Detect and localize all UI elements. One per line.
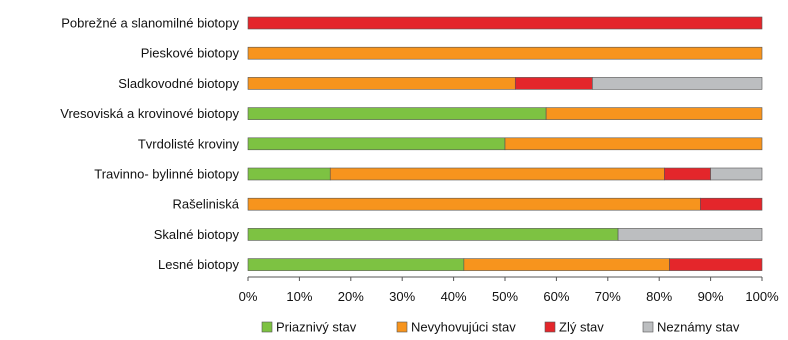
x-tick-label: 30% [389,289,415,304]
category-label: Sladkovodné biotopy [118,76,239,91]
bar-segment [329,167,665,181]
bar-segment [247,107,547,120]
x-tick-label: 80% [646,289,672,304]
legend-label: Nevyhovujúci stav [411,320,516,335]
legend: Priaznivý stav Nevyhovujúci stav Zlý stav N… [261,320,740,335]
bar-segment [504,137,763,151]
x-tick-label: 40% [441,289,467,304]
x-tick-label: 0% [239,289,258,304]
x-axis-ticks: 0% 10% 20% 30% 40% 50% 60% 70% 80% 90% 100% [239,277,779,304]
bar-segment [669,258,763,271]
bar-segment [247,258,465,271]
bar-segment [592,77,763,90]
category-label: Vresoviská a krovinové biotopy [60,106,239,121]
category-label: Lesné biotopy [158,257,239,272]
bar-segment [247,46,763,60]
bar-segment [710,167,763,181]
x-tick-label: 100% [745,289,779,304]
category-label: Rašeliniská [173,197,240,212]
bar-segment [247,228,619,241]
x-tick-label: 90% [698,289,724,304]
x-tick-label: 60% [543,289,569,304]
bar-segment [463,258,670,271]
x-tick-label: 20% [338,289,364,304]
x-tick-label: 70% [595,289,621,304]
bars-layer [247,16,763,271]
legend-label: Priaznivý stav [276,320,357,335]
category-label: Pieskové biotopy [141,46,240,61]
bar-segment [247,167,331,181]
category-label: Pobrežné a slanomilné biotopy [61,16,239,31]
legend-label: Neznámy stav [657,320,740,335]
bar-segment [545,107,763,120]
bar-segment [514,77,593,90]
bar-segment [247,137,506,151]
category-label: Skalné biotopy [154,227,240,242]
bar-segment [247,77,516,90]
legend-swatch [544,321,556,333]
legend-swatch [396,321,408,333]
bar-segment [247,197,701,211]
bar-segment [700,197,763,211]
legend-swatch [642,321,654,333]
category-label: Travinno- bylinné biotopy [94,167,239,182]
x-tick-label: 10% [286,289,312,304]
bar-segment [617,228,763,241]
category-label: Tvrdolisté kroviny [138,136,240,151]
legend-label: Zlý stav [559,320,604,335]
x-tick-label: 50% [492,289,518,304]
bar-segment [247,16,763,30]
legend-swatch [261,321,273,333]
bar-segment [664,167,711,181]
category-labels: Pobrežné a slanomilné biotopy Pieskové bi… [60,16,239,273]
